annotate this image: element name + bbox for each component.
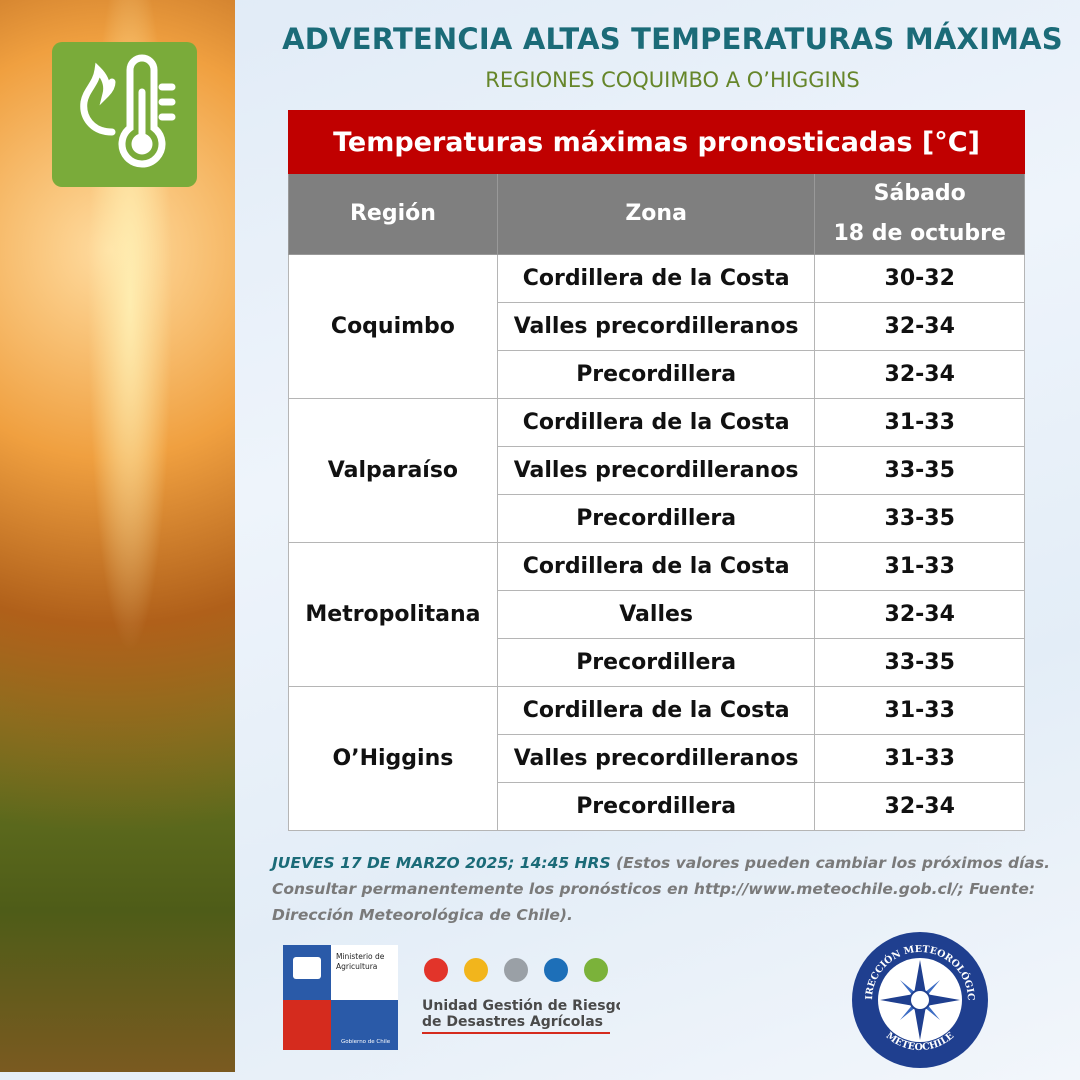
zone-cell: Cordillera de la Costa bbox=[496, 254, 816, 303]
region-cell: Valparaíso bbox=[288, 398, 498, 543]
zone-cell: Cordillera de la Costa bbox=[496, 398, 816, 447]
column-header: Zona bbox=[496, 173, 816, 255]
thermometer-icon bbox=[80, 54, 176, 168]
table-caption: Temperaturas máximas pronosticadas [°C] bbox=[288, 110, 1025, 174]
government-name: Gobierno de Chile bbox=[341, 1039, 391, 1045]
temperature-cell: 30-32 bbox=[814, 254, 1025, 303]
table-row: Coquimbo Cordillera de la Costa 30-32 bbox=[288, 254, 1025, 399]
ministry-logo: Ministerio de Agricultura Gobierno de Ch… bbox=[283, 945, 398, 1050]
temperature-cell: 33-35 bbox=[814, 638, 1025, 687]
zone-cell: Valles precordilleranos bbox=[496, 446, 816, 495]
meteochile-logo: DIRECCIÓN METEOROLÓGICA METEOCHILE bbox=[850, 930, 988, 1068]
column-header: Sábado 18 de octubre bbox=[814, 173, 1025, 255]
ministry-name: Agricultura bbox=[336, 962, 377, 971]
temperature-cell: 31-33 bbox=[814, 686, 1025, 735]
column-header: Región bbox=[288, 173, 498, 255]
table-row: Precordillera 32-34 bbox=[289, 350, 1025, 399]
table-row: Valles 32-34 bbox=[289, 590, 1025, 639]
region-cell: Metropolitana bbox=[288, 542, 498, 687]
ministry-name: Ministerio de bbox=[336, 952, 385, 961]
zone-cell: Precordillera bbox=[496, 638, 816, 687]
temperature-cell: 33-35 bbox=[814, 494, 1025, 543]
zone-cell: Valles bbox=[496, 590, 816, 639]
zone-cell: Valles precordilleranos bbox=[496, 734, 816, 783]
temperature-cell: 32-34 bbox=[814, 782, 1025, 831]
table-row: Precordillera 32-34 bbox=[289, 782, 1025, 831]
region-cell: Coquimbo bbox=[288, 254, 498, 399]
zone-cell: Valles precordilleranos bbox=[496, 302, 816, 351]
region-cell: O’Higgins bbox=[288, 686, 498, 831]
temperature-cell: 31-33 bbox=[814, 734, 1025, 783]
temperature-cell: 31-33 bbox=[814, 398, 1025, 447]
zone-cell: Precordillera bbox=[496, 494, 816, 543]
table-row: Precordillera 33-35 bbox=[289, 638, 1025, 687]
temperature-cell: 31-33 bbox=[814, 542, 1025, 591]
table-row: Valparaíso Cordillera de la Costa 31-33 bbox=[288, 398, 1025, 543]
temperature-cell: 32-34 bbox=[814, 350, 1025, 399]
ugrd-logo: Unidad Gestión de Riesgo de Desastres Ag… bbox=[422, 958, 620, 1034]
table-row: O’Higgins Cordillera de la Costa 31-33 bbox=[288, 686, 1025, 831]
unit-name: de Desastres Agrícolas bbox=[422, 1014, 603, 1030]
title: ADVERTENCIA ALTAS TEMPERATURAS MÁXIMAS bbox=[282, 22, 1063, 56]
temperature-cell: 32-34 bbox=[814, 302, 1025, 351]
header-date: 18 de octubre bbox=[833, 221, 1006, 246]
unit-name: Unidad Gestión de Riesgo bbox=[422, 998, 620, 1014]
forecast-table: Temperaturas máximas pronosticadas [°C] … bbox=[288, 110, 1025, 831]
table-row: Precordillera 33-35 bbox=[289, 494, 1025, 543]
heat-icon bbox=[52, 42, 197, 187]
zone-cell: Precordillera bbox=[496, 350, 816, 399]
footnote-date: JUEVES 17 DE MARZO 2025; 14:45 HRS bbox=[272, 854, 611, 872]
zone-cell: Cordillera de la Costa bbox=[496, 686, 816, 735]
temperature-cell: 32-34 bbox=[814, 590, 1025, 639]
zone-cell: Cordillera de la Costa bbox=[496, 542, 816, 591]
subtitle: REGIONES COQUIMBO A O’HIGGINS bbox=[485, 68, 860, 92]
footnote-text: (Estos valores pueden cambiar los próxim… bbox=[272, 854, 1050, 924]
header-day: Sábado bbox=[873, 181, 966, 206]
temperature-cell: 33-35 bbox=[814, 446, 1025, 495]
table-row: Metropolitana Cordillera de la Costa 31-33 bbox=[288, 542, 1025, 687]
footnote: JUEVES 17 DE MARZO 2025; 14:45 HRS (Esto… bbox=[272, 850, 1052, 928]
zone-cell: Precordillera bbox=[496, 782, 816, 831]
table-row: Valles precordilleranos 33-35 bbox=[289, 446, 1025, 495]
